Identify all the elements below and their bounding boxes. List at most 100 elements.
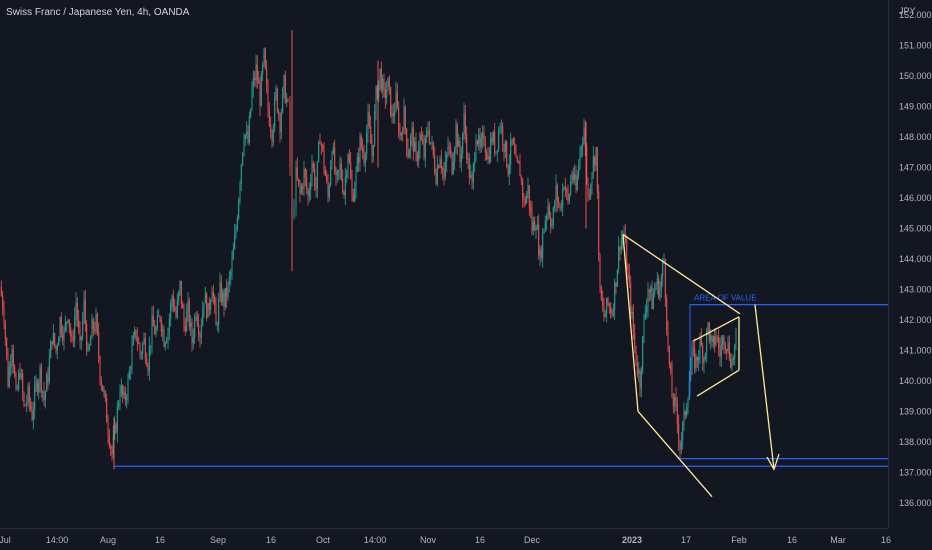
candle-body (223, 292, 225, 307)
candle-body (195, 316, 197, 318)
candle-body (95, 314, 97, 331)
candle-body (231, 259, 233, 272)
candle-body (260, 73, 262, 106)
candle-body (279, 114, 281, 133)
candle-body (555, 185, 557, 205)
candle-body (218, 299, 220, 325)
candle-body (700, 337, 702, 346)
candle-body (308, 190, 310, 197)
candle-body (10, 364, 12, 367)
candle-body (403, 106, 405, 134)
candle-body (263, 48, 265, 65)
candle-body (139, 343, 141, 355)
candle-body (174, 307, 176, 311)
candle-body (115, 424, 117, 433)
candle-body (447, 146, 449, 155)
candle-body (302, 186, 304, 189)
candle-body (398, 107, 400, 133)
candle-body (559, 204, 561, 208)
candle-body (34, 386, 36, 411)
candle-body (511, 138, 513, 141)
candle-body (303, 169, 305, 189)
candle-body (599, 254, 601, 287)
candle-body (414, 141, 416, 152)
projection-arrow-line[interactable] (754, 304, 775, 470)
candle-body (379, 68, 381, 81)
candle-body (726, 348, 728, 352)
candle-body (672, 397, 674, 406)
candle-body (486, 152, 488, 160)
symbol-title: Swiss Franc / Japanese Yen, 4h, OANDA (6, 7, 190, 18)
candle-body (500, 125, 502, 128)
candle-body (723, 337, 725, 345)
wedge-upper-trendline[interactable] (622, 233, 741, 315)
candle-body (118, 403, 120, 407)
candle-body (510, 140, 512, 165)
candle-body (419, 134, 421, 151)
candle-body (84, 299, 86, 325)
candle-body (163, 329, 165, 347)
candle-body (120, 385, 122, 395)
candle-body (35, 381, 37, 387)
flag-upper-line[interactable] (692, 316, 740, 342)
candle-body (487, 155, 489, 160)
candle-body (714, 336, 716, 345)
candle-body (168, 318, 170, 331)
wedge-lower-trendline[interactable] (637, 410, 713, 498)
candle-body (167, 330, 169, 341)
projection-arrow-head[interactable] (766, 453, 780, 471)
candle-body (588, 195, 590, 197)
candle-body (134, 329, 136, 337)
candle-body (58, 337, 60, 346)
candle-body (432, 142, 434, 156)
candle-body (472, 164, 474, 183)
candle-body (532, 221, 534, 232)
time-tick-label: 16 (881, 535, 891, 545)
flag-lower-line[interactable] (696, 369, 740, 397)
candle-body (460, 153, 462, 162)
candle-body (459, 140, 461, 162)
candle-body (306, 177, 308, 190)
candle-body (598, 191, 600, 255)
candle-body (531, 211, 533, 232)
candle-body (71, 336, 73, 339)
candle-body (202, 309, 204, 326)
candle-body (552, 207, 554, 226)
candle-body (439, 158, 441, 168)
candle-body (690, 367, 692, 382)
candle-body (707, 322, 709, 331)
candle-body (122, 385, 124, 396)
candle-body (255, 64, 257, 81)
candle-body (648, 289, 650, 292)
candle-body (375, 87, 377, 111)
candle-body (590, 184, 592, 197)
candle-body (527, 185, 529, 195)
candle-body (638, 370, 640, 374)
candle-body (572, 173, 574, 180)
candle-body (287, 99, 289, 101)
candle-body (8, 366, 10, 387)
wedge-left-line[interactable] (622, 234, 639, 412)
candle-body (575, 174, 577, 190)
candle-body (282, 89, 284, 113)
candle-body (396, 91, 398, 108)
candle-body (331, 153, 333, 167)
candle-body (103, 390, 105, 392)
candle-body (23, 392, 25, 405)
candle-body (234, 234, 236, 249)
candle-body (394, 111, 396, 116)
candle-body (159, 316, 161, 320)
candle-body (695, 357, 697, 369)
candle-body (443, 170, 445, 178)
candle-body (60, 317, 62, 334)
candle-body (251, 88, 253, 109)
candle-body (354, 188, 356, 201)
price-tick-label: 146.000 (899, 193, 932, 203)
candle-body (304, 169, 306, 178)
candle-body (699, 337, 701, 357)
candle-body (116, 406, 118, 433)
candle-body (155, 329, 157, 335)
candle-body (296, 167, 298, 179)
candle-body (586, 147, 588, 180)
